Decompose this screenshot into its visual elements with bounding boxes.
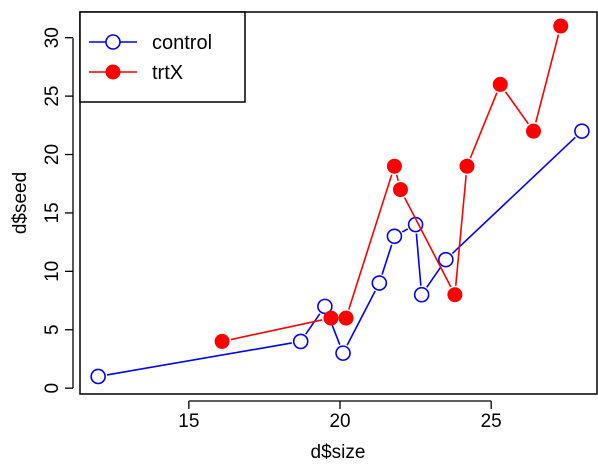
series-control-segment xyxy=(415,233,422,286)
series-trtx-point xyxy=(338,310,354,326)
series-trtx-segment xyxy=(395,174,399,182)
series-control-point xyxy=(413,286,430,303)
series-trtx-point xyxy=(447,287,463,303)
series-trtx-segment xyxy=(534,34,560,123)
series-control-point xyxy=(438,251,454,268)
series-control-segment xyxy=(451,136,576,255)
y-tick-label: 30 xyxy=(42,27,63,48)
series-control-point xyxy=(317,298,333,315)
series-trtx-segment xyxy=(403,197,452,288)
x-tick-label: 15 xyxy=(178,411,199,432)
series-control-point xyxy=(574,123,590,139)
series-trtx-segment xyxy=(230,319,323,341)
x-axis: 15 20 25 xyxy=(178,400,502,432)
legend-box xyxy=(79,11,246,103)
y-axis: 0 5 10 15 20 25 30 xyxy=(42,27,74,394)
y-axis-label: d$seed xyxy=(10,172,31,234)
y-tick-label: 25 xyxy=(42,86,63,107)
series-control-point xyxy=(90,368,106,385)
series-control-segment xyxy=(426,266,442,288)
y-tick-label: 15 xyxy=(42,202,63,223)
y-tick-label: 5 xyxy=(42,324,63,335)
series-control-point xyxy=(335,345,351,361)
series-trtx-point xyxy=(459,158,475,174)
series-control-segment xyxy=(381,244,393,275)
series-trtx-point xyxy=(553,18,569,34)
x-tick-label: 25 xyxy=(481,411,502,432)
legend-label-trtx: trtX xyxy=(152,62,183,84)
y-tick-label: 0 xyxy=(42,383,63,394)
series-trtx-point xyxy=(392,182,408,198)
series-trtx-point xyxy=(323,310,339,326)
series-layer xyxy=(90,18,590,385)
plot-frame xyxy=(79,11,598,395)
series-control-segment xyxy=(305,313,321,335)
series-control-segment xyxy=(401,228,409,233)
series-control-segment xyxy=(346,290,376,346)
series-trtx-point xyxy=(386,158,402,174)
series-trtx-point xyxy=(214,333,230,349)
legend-marker-control xyxy=(105,34,121,50)
x-tick-label: 20 xyxy=(329,411,350,432)
x-axis-label: d$size xyxy=(311,442,366,463)
legend: control trtX xyxy=(79,11,246,103)
series-control-point xyxy=(292,333,309,350)
series-trtx-point xyxy=(526,123,542,139)
series-control-segment xyxy=(106,342,292,376)
series-trtx-point xyxy=(492,76,508,92)
y-tick-label: 20 xyxy=(42,144,63,165)
series-trtx-segment xyxy=(348,174,393,310)
legend-label-control: control xyxy=(152,32,212,54)
y-tick-label: 10 xyxy=(42,261,63,282)
series-trtx-segment xyxy=(454,175,467,286)
series-trtx-segment xyxy=(504,91,529,125)
series-trtx-segment xyxy=(469,92,498,159)
legend-marker-trtx xyxy=(105,64,121,80)
series-control-point xyxy=(371,275,388,291)
series-control-point xyxy=(386,228,403,245)
